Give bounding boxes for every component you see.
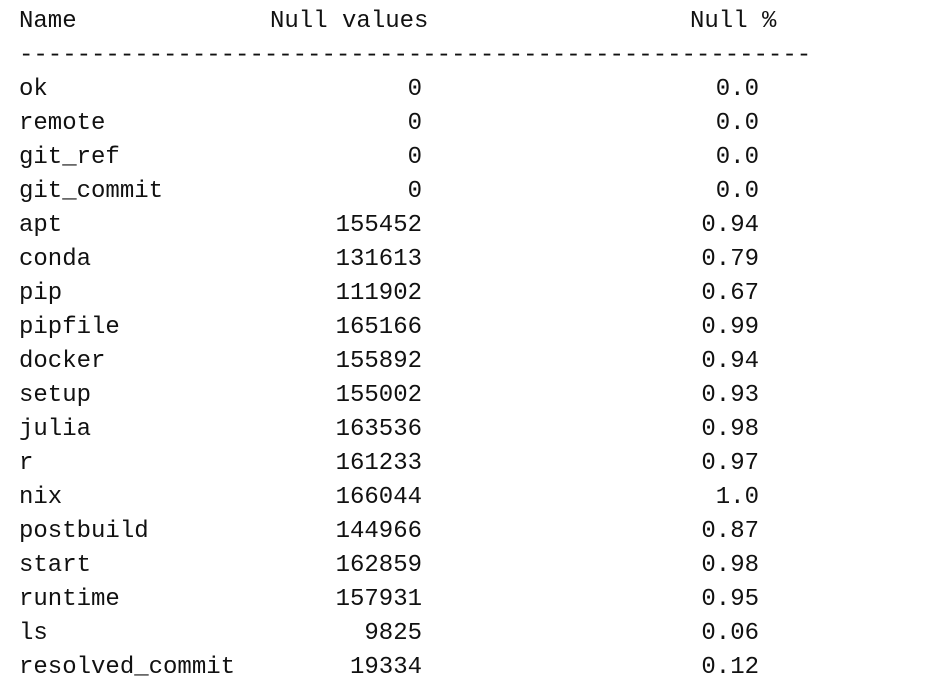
null-values-table-output: Name Null values Null % ----------------… bbox=[19, 5, 924, 685]
table-row: setup 155002 0.93 bbox=[19, 379, 924, 413]
row-null-values-cell: 163536 bbox=[335, 416, 422, 443]
table-row: apt 155452 0.94 bbox=[19, 209, 924, 243]
row-null-values-cell: 144966 bbox=[335, 518, 422, 545]
row-null-percent-cell: 0.87 bbox=[701, 518, 759, 545]
row-null-percent-cell: 0.94 bbox=[701, 348, 759, 375]
row-name-cell: postbuild bbox=[19, 518, 149, 545]
row-null-values-cell: 155002 bbox=[335, 382, 422, 409]
table-row: resolved_commit 19334 0.12 bbox=[19, 651, 924, 685]
table-row: ok 0 0.0 bbox=[19, 73, 924, 107]
row-name-cell: remote bbox=[19, 110, 106, 137]
row-name-cell: runtime bbox=[19, 586, 120, 613]
row-name-cell: ok bbox=[19, 76, 48, 103]
row-null-percent-cell: 0.0 bbox=[715, 144, 759, 171]
row-null-percent-cell: 0.98 bbox=[701, 552, 759, 579]
row-null-values-cell: 19334 bbox=[349, 654, 422, 681]
row-null-values-cell: 161233 bbox=[335, 450, 422, 477]
row-null-values-cell: 0 bbox=[407, 76, 422, 103]
row-null-percent-cell: 0.95 bbox=[701, 586, 759, 613]
row-null-values-cell: 166044 bbox=[335, 484, 422, 511]
row-null-percent-cell: 0.93 bbox=[701, 382, 759, 409]
row-null-percent-cell: 0.79 bbox=[701, 246, 759, 273]
table-row: git_ref 0 0.0 bbox=[19, 141, 924, 175]
table-row: runtime 157931 0.95 bbox=[19, 583, 924, 617]
row-name-cell: ls bbox=[19, 620, 48, 647]
table-header-row: Name Null values Null % bbox=[19, 5, 924, 39]
row-null-percent-cell: 0.98 bbox=[701, 416, 759, 443]
row-null-values-cell: 0 bbox=[407, 178, 422, 205]
row-null-percent-cell: 0.06 bbox=[701, 620, 759, 647]
row-null-values-cell: 0 bbox=[407, 144, 422, 171]
row-name-cell: git_commit bbox=[19, 178, 164, 205]
row-name-cell: start bbox=[19, 552, 92, 579]
row-null-percent-cell: 0.99 bbox=[701, 314, 759, 341]
row-null-percent-cell: 0.97 bbox=[701, 450, 759, 477]
row-null-percent-cell: 0.12 bbox=[701, 654, 759, 681]
row-null-values-cell: 131613 bbox=[335, 246, 422, 273]
row-null-percent-cell: 0.67 bbox=[701, 280, 759, 307]
row-name-cell: r bbox=[19, 450, 34, 477]
table-row: r 161233 0.97 bbox=[19, 447, 924, 481]
row-null-values-cell: 157931 bbox=[335, 586, 422, 613]
row-null-values-cell: 155892 bbox=[335, 348, 422, 375]
row-name-cell: apt bbox=[19, 212, 63, 239]
column-header-null-values: Null values bbox=[270, 8, 429, 35]
table-row: nix 166044 1.0 bbox=[19, 481, 924, 515]
table-body: ok 0 0.0 remote 0 0.0 git_ref 0 0.0 git_commit 0 0.… bbox=[19, 73, 924, 685]
header-divider: ----------------------------------------… bbox=[19, 42, 812, 69]
table-row: pip 111902 0.67 bbox=[19, 277, 924, 311]
table-row: ls 9825 0.06 bbox=[19, 617, 924, 651]
row-name-cell: resolved_commit bbox=[19, 654, 236, 681]
table-row: julia 163536 0.98 bbox=[19, 413, 924, 447]
row-name-cell: conda bbox=[19, 246, 92, 273]
table-row: postbuild 144966 0.87 bbox=[19, 515, 924, 549]
row-null-percent-cell: 0.0 bbox=[715, 178, 759, 205]
row-name-cell: nix bbox=[19, 484, 63, 511]
row-null-values-cell: 9825 bbox=[364, 620, 422, 647]
row-null-percent-cell: 0.0 bbox=[715, 76, 759, 103]
row-null-percent-cell: 1.0 bbox=[715, 484, 759, 511]
table-row: git_commit 0 0.0 bbox=[19, 175, 924, 209]
row-null-values-cell: 162859 bbox=[335, 552, 422, 579]
column-header-null-percent: Null % bbox=[690, 8, 777, 35]
row-name-cell: docker bbox=[19, 348, 106, 375]
row-name-cell: pip bbox=[19, 280, 63, 307]
row-name-cell: pipfile bbox=[19, 314, 120, 341]
row-name-cell: setup bbox=[19, 382, 92, 409]
row-null-percent-cell: 0.0 bbox=[715, 110, 759, 137]
row-null-values-cell: 0 bbox=[407, 110, 422, 137]
table-row: remote 0 0.0 bbox=[19, 107, 924, 141]
table-row: pipfile 165166 0.99 bbox=[19, 311, 924, 345]
table-row: conda 131613 0.79 bbox=[19, 243, 924, 277]
row-name-cell: julia bbox=[19, 416, 92, 443]
row-null-values-cell: 155452 bbox=[335, 212, 422, 239]
row-null-percent-cell: 0.94 bbox=[701, 212, 759, 239]
table-row: docker 155892 0.94 bbox=[19, 345, 924, 379]
column-header-name: Name bbox=[19, 8, 77, 35]
row-null-values-cell: 111902 bbox=[335, 280, 422, 307]
row-null-values-cell: 165166 bbox=[335, 314, 422, 341]
row-name-cell: git_ref bbox=[19, 144, 120, 171]
table-row: start 162859 0.98 bbox=[19, 549, 924, 583]
